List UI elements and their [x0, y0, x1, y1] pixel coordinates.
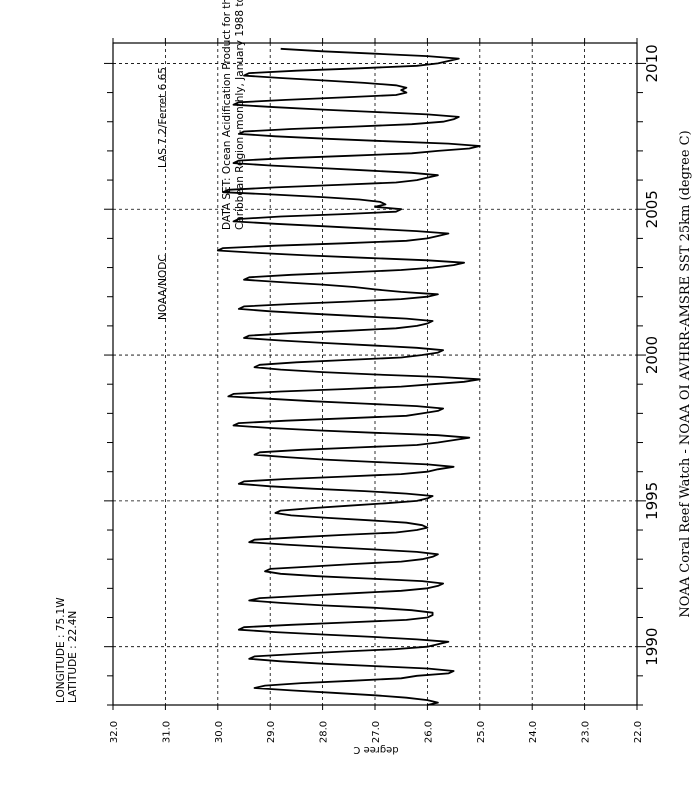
x-tick-labels: 1990 1995 2000 2005 2010 [643, 44, 661, 665]
x-tick-label: 1995 [643, 482, 661, 520]
y-tick-label: 27.0 [371, 721, 382, 743]
plot-frame [112, 42, 638, 706]
y-tick-label: 22.0 [633, 721, 644, 743]
series-line [216, 47, 481, 706]
y-axis-label: degree C [353, 744, 398, 755]
x-tick-label: 2000 [643, 336, 661, 374]
header-dataset-line1: DATA SET: Ocean Acidification Product fo… [221, 0, 233, 230]
y-tick-label: 28.0 [319, 721, 330, 743]
axis-ticks [104, 38, 646, 710]
x-tick-label: 2010 [643, 44, 661, 82]
header-latitude: LATITUDE : 22.4N [67, 611, 79, 703]
chart-title: NOAA Coral Reef Watch - NOAA OI AVHRR-AM… [678, 130, 693, 617]
y-tick-label: 25.0 [476, 721, 487, 743]
header-origin: NOAA/NODC [157, 254, 169, 320]
y-tick-labels: 22.0 23.0 24.0 25.0 26.0 27.0 28.0 29.0 30.0 31.0… [109, 721, 644, 743]
header-dataset-line2: Caribbean Region -monthly, January 1988 … [234, 0, 246, 230]
y-tick-label: 31.0 [161, 721, 172, 743]
y-tick-label: 23.0 [581, 721, 592, 743]
y-tick-label: 24.0 [528, 721, 539, 743]
y-tick-label: 29.0 [266, 721, 277, 743]
y-tick-label: 32.0 [109, 721, 120, 743]
header-longitude: LONGITUDE : 75.1W [55, 597, 67, 703]
y-tick-label: 30.0 [214, 721, 225, 743]
series-layer [216, 47, 481, 706]
x-tick-label: 2005 [643, 190, 661, 228]
y-tick-label: 26.0 [423, 721, 434, 743]
header-software: LAS 7.2/Ferret 6.65 [157, 67, 169, 168]
x-tick-label: 1990 [643, 628, 661, 666]
